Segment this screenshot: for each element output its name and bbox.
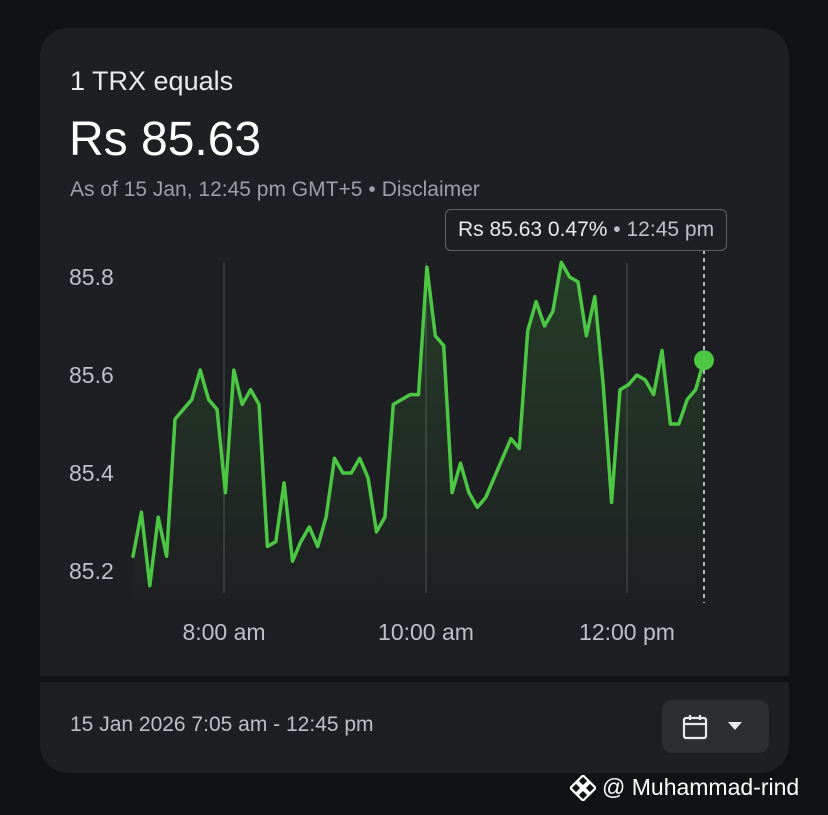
data-point (140, 511, 143, 514)
data-point (266, 545, 269, 548)
y-tick-label: 85.6 (69, 362, 114, 388)
as-of-text: As of 15 Jan, 12:45 pm GMT+5 (70, 178, 363, 201)
data-point (173, 418, 176, 421)
data-point (383, 516, 386, 519)
data-point (257, 403, 260, 406)
data-point (367, 476, 370, 479)
tooltip-time: 12:45 pm (626, 218, 715, 241)
data-point (434, 334, 437, 337)
data-point (686, 398, 689, 401)
date-range-picker-button[interactable] (662, 700, 769, 753)
hover-tooltip: Rs 85.63 0.47% • 12:45 pm (445, 209, 728, 251)
data-point (585, 334, 588, 337)
watermark: @ Muhammad-rind (570, 774, 799, 801)
x-tick-label: 8:00 am (182, 619, 265, 645)
disclaimer-link[interactable]: Disclaimer (381, 178, 480, 201)
current-point-marker (694, 350, 714, 371)
caret-down-icon (728, 722, 742, 730)
data-point (526, 329, 529, 332)
data-point (132, 555, 135, 558)
data-point (241, 403, 244, 406)
data-point (274, 540, 277, 543)
data-point (215, 408, 218, 411)
data-point (358, 457, 361, 460)
data-point (551, 310, 554, 313)
data-point (417, 393, 420, 396)
data-point (283, 481, 286, 484)
x-tick-label: 12:00 pm (579, 619, 675, 645)
data-point (610, 501, 613, 504)
data-point (249, 388, 252, 391)
watermark-text: @ Muhammad-rind (602, 774, 800, 800)
binance-logo-icon (570, 774, 596, 801)
data-point (476, 506, 479, 509)
current-price: Rs 85.63 (69, 113, 262, 166)
data-point (602, 383, 605, 386)
data-point (669, 423, 672, 426)
data-point (568, 276, 571, 279)
tooltip-separator: • (613, 218, 621, 241)
data-point (593, 295, 596, 298)
data-point (157, 516, 160, 519)
data-point (400, 398, 403, 401)
data-point (635, 374, 638, 377)
data-point (442, 344, 445, 347)
data-point (409, 393, 412, 396)
currency-card: 1 TRX equals Rs 85.63 As of 15 Jan, 12:4… (40, 28, 789, 773)
data-point (459, 462, 462, 465)
section-divider (40, 676, 789, 682)
data-point (560, 261, 563, 264)
data-point (425, 266, 428, 269)
data-point (501, 457, 504, 460)
data-point (165, 555, 168, 558)
data-point (375, 530, 378, 533)
card-title: 1 TRX equals (70, 66, 234, 96)
data-point (341, 472, 344, 475)
data-point (199, 369, 202, 372)
price-line (131, 260, 706, 588)
y-tick-label: 85.2 (69, 558, 114, 584)
data-point (232, 369, 235, 372)
data-point (677, 423, 680, 426)
data-point (308, 525, 311, 528)
data-point (518, 447, 521, 450)
data-point (543, 325, 546, 328)
data-point (577, 280, 580, 283)
data-point (493, 476, 496, 479)
tooltip-change: 0.47% (547, 218, 608, 241)
data-point (182, 408, 185, 411)
data-point (325, 516, 328, 519)
data-point (652, 393, 655, 396)
data-point (148, 584, 151, 587)
data-point (627, 383, 630, 386)
data-point (509, 437, 512, 440)
data-point (467, 491, 470, 494)
y-tick-label: 85.8 (69, 264, 114, 290)
data-point (451, 491, 454, 494)
data-point (694, 388, 697, 391)
data-point (207, 398, 210, 401)
x-tick-label: 10:00 am (378, 619, 474, 645)
as-of-separator: • (368, 178, 376, 201)
data-point (316, 545, 319, 548)
data-point (484, 496, 487, 499)
data-point (190, 398, 193, 401)
as-of-line: As of 15 Jan, 12:45 pm GMT+5 • Disclaimer (70, 178, 480, 202)
data-point (333, 457, 336, 460)
price-area (133, 262, 704, 603)
data-point (619, 388, 622, 391)
y-tick-label: 85.4 (69, 460, 114, 486)
calendar-icon (682, 715, 708, 740)
data-point (392, 403, 395, 406)
data-point (224, 491, 227, 494)
data-point (644, 378, 647, 381)
tooltip-price: Rs 85.63 (458, 218, 543, 241)
data-point (299, 540, 302, 543)
price-chart[interactable]: 85.2 85.4 85.6 85.8 8:00 am 10:00 am 12:00 pm (40, 28, 789, 676)
data-point (350, 472, 353, 475)
data-point (535, 300, 538, 303)
data-point (291, 560, 294, 563)
data-point (661, 349, 664, 352)
date-range-label: 15 Jan 2026 7:05 am - 12:45 pm (70, 713, 374, 736)
